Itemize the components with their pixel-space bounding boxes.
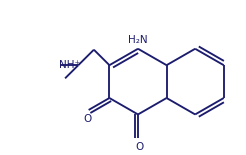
Text: H₂N: H₂N <box>128 35 148 45</box>
Text: O: O <box>135 142 143 152</box>
Text: NH⁺: NH⁺ <box>59 60 80 70</box>
Text: O: O <box>83 114 92 124</box>
